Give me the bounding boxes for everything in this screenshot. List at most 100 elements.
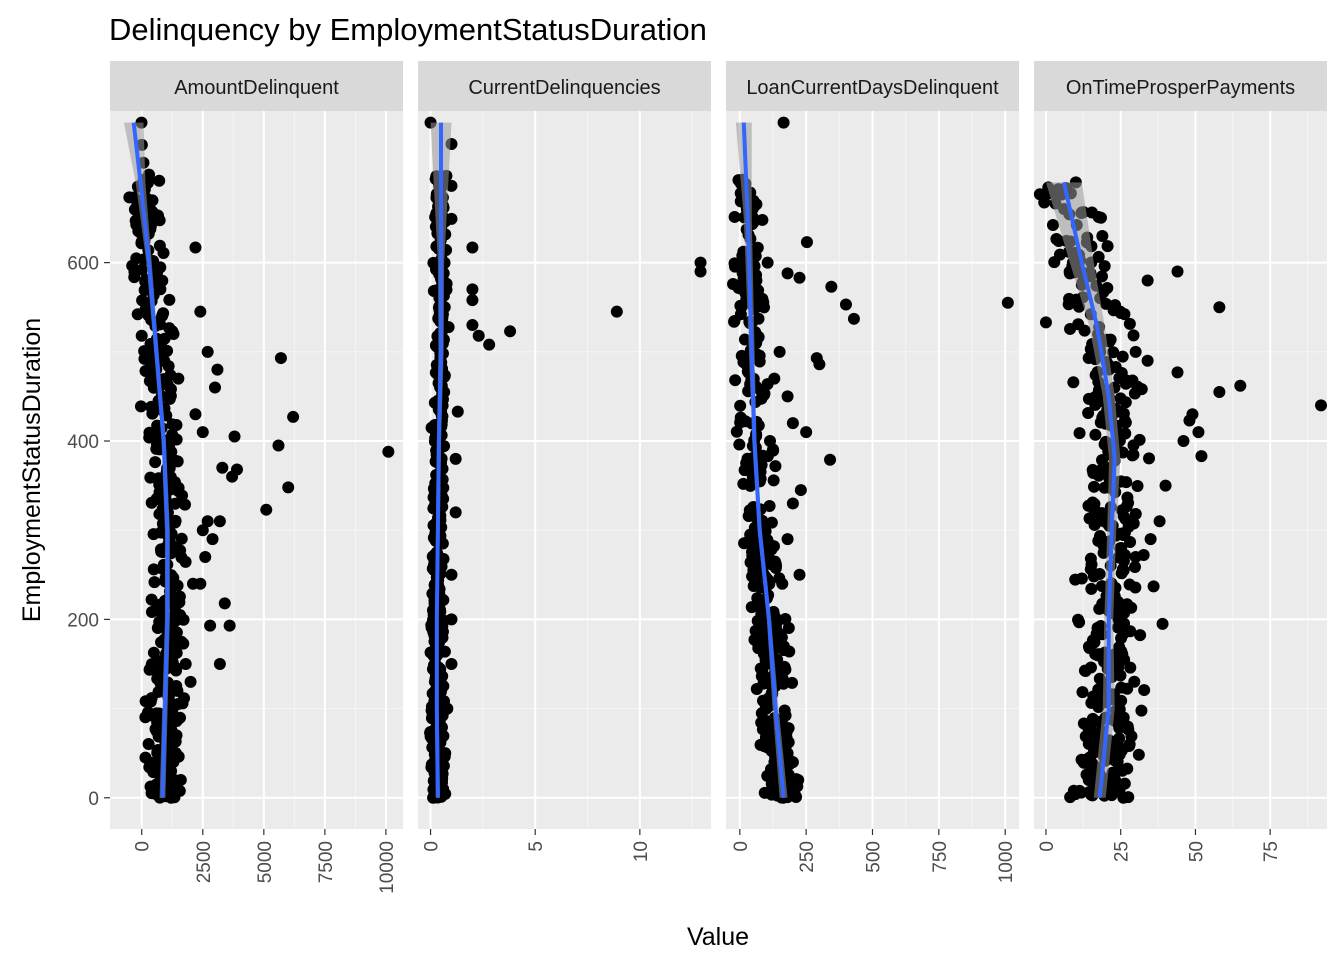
data-point bbox=[1067, 376, 1080, 389]
data-point bbox=[466, 294, 479, 307]
facet-panel-OnTimeProsperPayments: OnTimeProsperPayments 0 25 50 75 bbox=[1033, 61, 1328, 862]
data-point bbox=[438, 645, 451, 658]
facet-strip bbox=[726, 61, 1019, 111]
data-point bbox=[1128, 387, 1141, 400]
data-point bbox=[782, 621, 795, 634]
data-point bbox=[157, 247, 170, 260]
data-point bbox=[839, 298, 852, 311]
data-point bbox=[163, 392, 176, 405]
data-point bbox=[1171, 366, 1184, 379]
data-point bbox=[694, 256, 707, 269]
data-point bbox=[775, 631, 788, 644]
data-point bbox=[199, 550, 212, 563]
data-point bbox=[151, 716, 164, 729]
data-point bbox=[1106, 766, 1119, 779]
data-point bbox=[196, 524, 209, 537]
data-point bbox=[752, 284, 765, 297]
data-point bbox=[204, 619, 217, 632]
data-point bbox=[449, 452, 462, 465]
data-point bbox=[1094, 627, 1107, 640]
smooth-line bbox=[1061, 181, 1117, 798]
data-point bbox=[759, 714, 772, 727]
smooth-line bbox=[434, 122, 444, 798]
data-point bbox=[1089, 390, 1102, 403]
data-point bbox=[150, 664, 163, 677]
data-point bbox=[1127, 329, 1140, 342]
data-point bbox=[149, 456, 162, 469]
data-point bbox=[148, 576, 161, 589]
data-point bbox=[425, 758, 438, 771]
data-point bbox=[763, 500, 776, 513]
data-point bbox=[187, 577, 200, 590]
data-point bbox=[424, 646, 437, 659]
data-point bbox=[1096, 507, 1109, 520]
x-tick-label: 75 bbox=[1261, 841, 1282, 862]
x-tick-label: 10 bbox=[631, 841, 652, 862]
data-point bbox=[174, 609, 187, 622]
data-point bbox=[1087, 690, 1100, 703]
data-point bbox=[169, 747, 182, 760]
y-tick-label: 600 bbox=[67, 254, 99, 275]
data-point bbox=[451, 405, 464, 418]
data-point bbox=[1064, 791, 1077, 804]
data-point bbox=[767, 474, 780, 487]
data-point bbox=[1038, 196, 1051, 209]
data-point bbox=[428, 685, 441, 698]
data-point bbox=[445, 657, 458, 670]
x-tick-label: 0 bbox=[731, 841, 752, 852]
data-point bbox=[1195, 450, 1208, 463]
chart-title: Delinquency by EmploymentStatusDuration bbox=[109, 12, 707, 47]
data-point bbox=[287, 410, 300, 423]
data-point bbox=[1092, 250, 1105, 263]
data-point bbox=[1082, 737, 1095, 750]
data-point bbox=[143, 350, 156, 363]
data-point bbox=[445, 568, 458, 581]
data-point bbox=[175, 532, 188, 545]
data-point bbox=[768, 372, 781, 385]
x-tick-label: 10000 bbox=[377, 841, 398, 894]
data-point bbox=[1072, 613, 1085, 626]
data-point bbox=[171, 455, 184, 468]
data-point bbox=[784, 782, 797, 795]
data-point bbox=[178, 498, 191, 511]
data-point bbox=[761, 769, 774, 782]
data-point bbox=[1064, 322, 1077, 335]
data-point bbox=[445, 212, 458, 225]
data-point bbox=[1134, 629, 1147, 642]
data-point bbox=[1122, 791, 1135, 804]
data-point bbox=[1143, 452, 1156, 465]
data-point bbox=[776, 577, 789, 590]
x-tick-label: 0 bbox=[422, 841, 443, 852]
data-point bbox=[1084, 552, 1097, 565]
data-point bbox=[1048, 256, 1061, 269]
data-point bbox=[730, 425, 743, 438]
panel-background bbox=[418, 111, 711, 829]
data-point bbox=[761, 256, 774, 269]
data-point bbox=[274, 352, 287, 365]
data-point bbox=[734, 416, 747, 429]
data-point bbox=[483, 338, 496, 351]
data-point bbox=[1001, 296, 1014, 309]
data-point bbox=[1039, 316, 1052, 329]
data-point bbox=[1046, 218, 1059, 231]
data-point bbox=[189, 241, 202, 254]
data-point bbox=[1118, 549, 1131, 562]
data-point bbox=[147, 766, 160, 779]
data-point bbox=[439, 747, 452, 760]
data-point bbox=[1092, 469, 1105, 482]
data-point bbox=[1115, 694, 1128, 707]
data-point bbox=[206, 533, 219, 546]
data-point bbox=[466, 241, 479, 254]
data-point bbox=[1123, 738, 1136, 751]
facet-panel-CurrentDelinquencies: CurrentDelinquencies 0 5 10 bbox=[418, 61, 711, 862]
data-point bbox=[847, 312, 860, 325]
data-point bbox=[151, 746, 164, 759]
data-point bbox=[777, 116, 790, 129]
data-point bbox=[1124, 661, 1137, 674]
data-point bbox=[1129, 508, 1142, 521]
data-point bbox=[153, 508, 166, 521]
data-point bbox=[1121, 682, 1134, 695]
data-point bbox=[445, 613, 458, 626]
data-point bbox=[781, 390, 794, 403]
data-point bbox=[800, 426, 813, 439]
